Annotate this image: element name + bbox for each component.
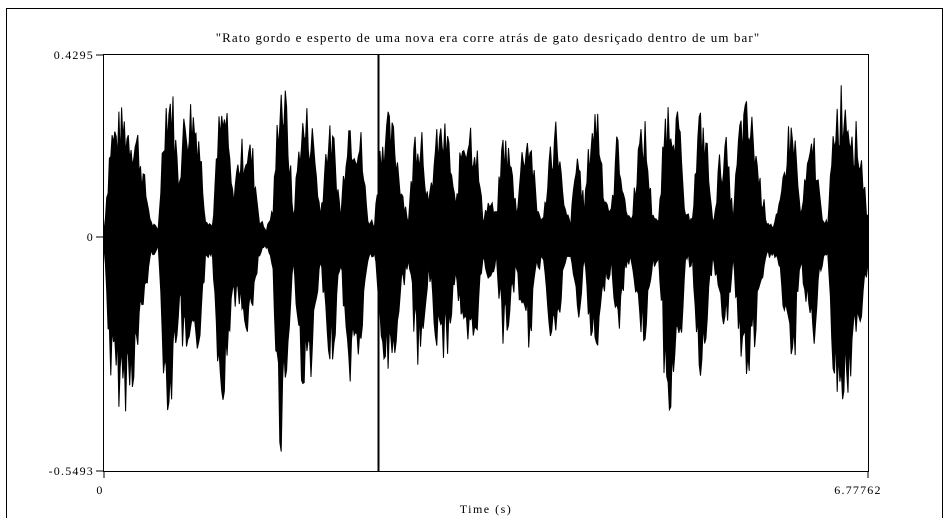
waveform-series xyxy=(103,85,869,452)
figure-border xyxy=(6,8,943,518)
y-tick-label-top: 0.4295 xyxy=(54,48,94,62)
x-tick-label-start: 0 xyxy=(96,483,103,497)
y-tick-label-zero: 0 xyxy=(87,230,94,244)
y-axis: 0.4295 0 -0.5493 xyxy=(49,48,104,478)
x-axis-title: Time (s) xyxy=(460,502,513,516)
x-tick-label-end: 6.77762 xyxy=(834,483,881,497)
chart-title: "Rato gordo e esperto de uma nova era co… xyxy=(216,30,761,45)
y-tick-label-bottom: -0.5493 xyxy=(49,464,94,478)
x-axis: 0 6.77762 Time (s) xyxy=(96,471,881,516)
